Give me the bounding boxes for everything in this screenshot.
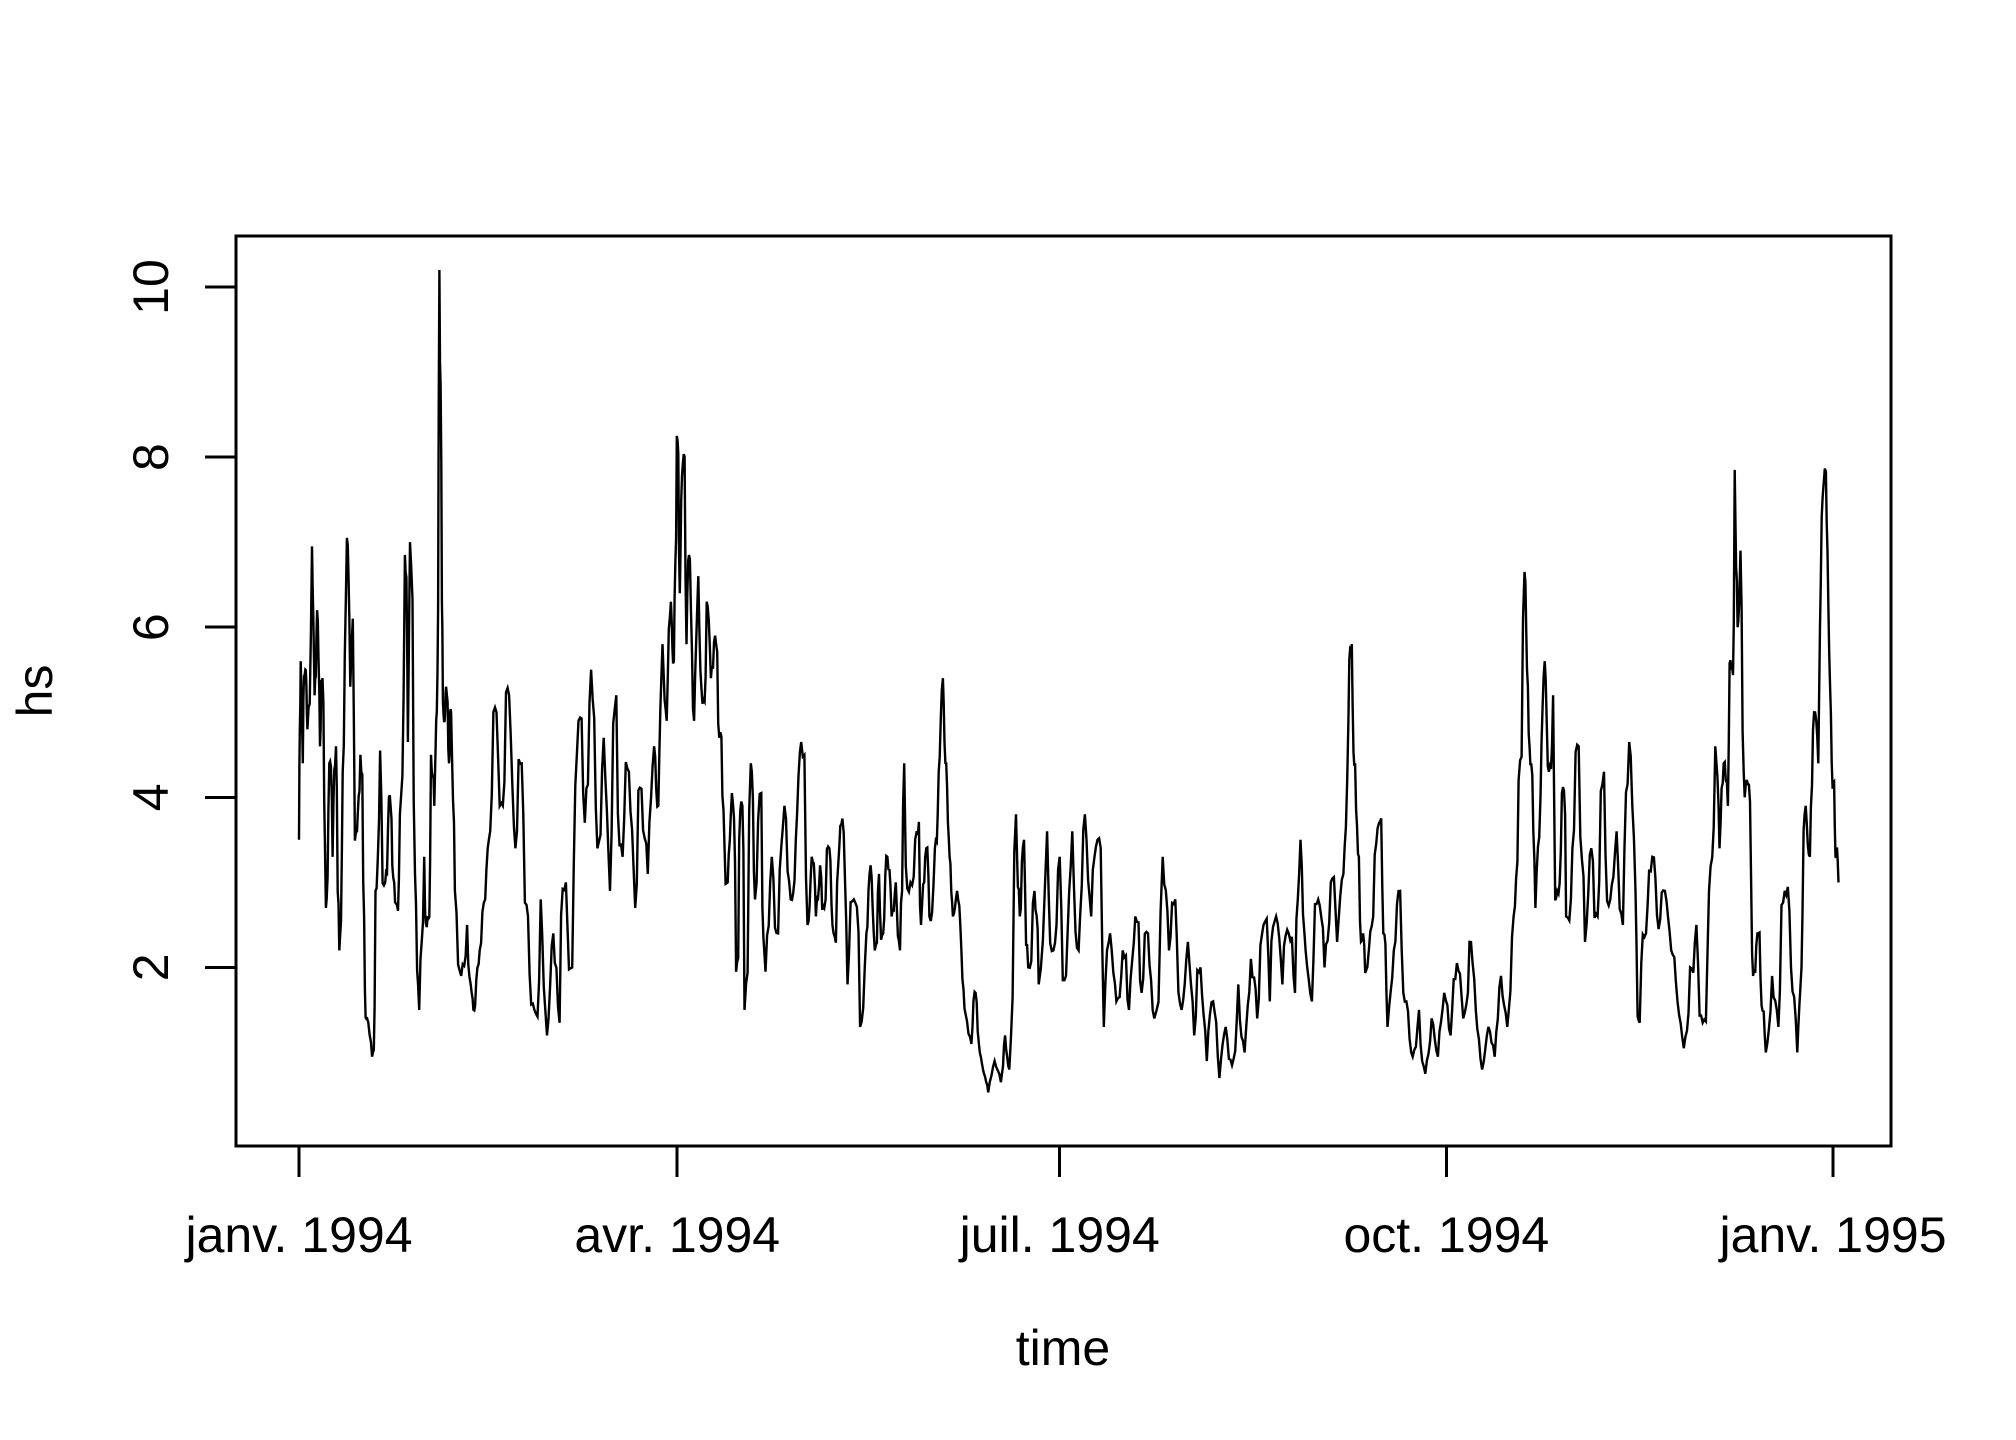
y-axis-title: hs — [7, 665, 63, 718]
x-tick-label: avr. 1994 — [574, 1207, 780, 1263]
plot-frame — [234, 234, 1893, 1148]
y-tick-label: 2 — [123, 953, 179, 981]
x-tick-label: oct. 1994 — [1343, 1207, 1549, 1263]
x-tick-label: janv. 1994 — [183, 1207, 412, 1263]
y-tick-label: 10 — [123, 259, 179, 315]
x-axis-title: time — [1016, 1320, 1110, 1376]
y-tick-label: 6 — [123, 613, 179, 641]
y-tick-label: 8 — [123, 443, 179, 471]
axes-layer: 2 4 6 8 10 janv. 1994 avr. 1994 juil. 1994 oct. … — [123, 234, 1947, 1263]
series-layer — [297, 269, 1840, 1093]
x-tick-label: juil. 1994 — [958, 1207, 1160, 1263]
hs-series-line — [297, 269, 1840, 1093]
y-tick-label: 4 — [123, 783, 179, 811]
x-tick-label: janv. 1995 — [1717, 1207, 1946, 1263]
